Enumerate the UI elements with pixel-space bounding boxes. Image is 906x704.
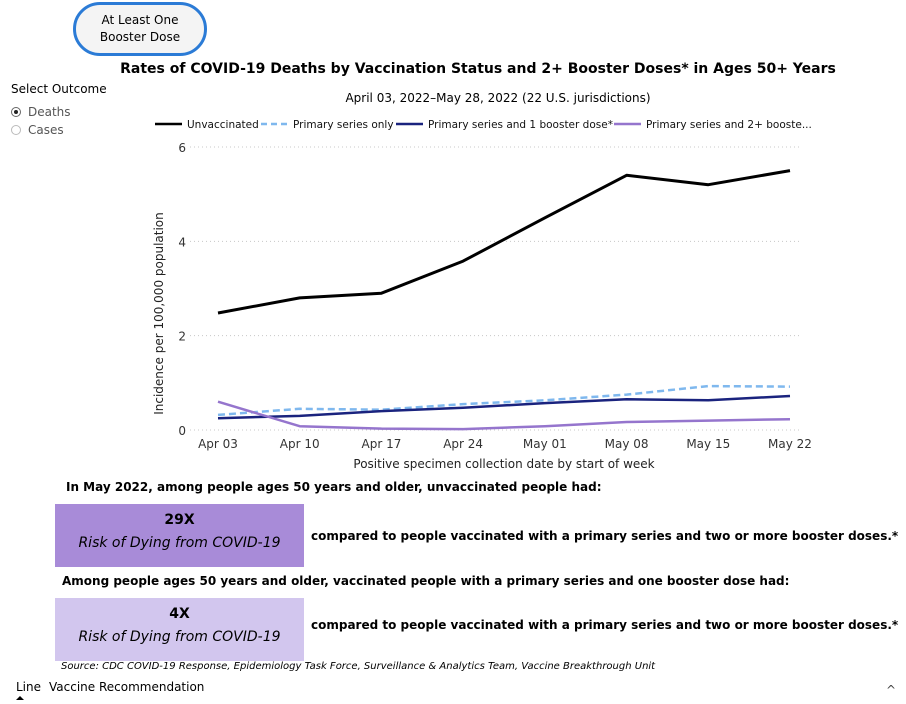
risk-value: 4X — [169, 606, 190, 622]
risk-box-29x: 29X Risk of Dying from COVID-19 — [55, 504, 304, 567]
y-tick-label: 2 — [178, 330, 186, 344]
booster-toggle-label-line2: Booster Dose — [99, 30, 181, 44]
radio-cases-label: Cases — [28, 123, 64, 137]
select-outcome-label: Select Outcome — [11, 82, 107, 96]
legend-label: Primary series only — [293, 119, 394, 131]
radio-deaths-label: Deaths — [28, 105, 71, 119]
y-tick-label: 4 — [178, 235, 186, 249]
radio-unselected-icon — [11, 125, 21, 135]
booster-toggle-label-line1: At Least One — [101, 13, 179, 27]
x-tick-label: May 01 — [523, 437, 567, 451]
legend-label: Primary series and 1 booster dose* — [428, 119, 613, 131]
series-line-3 — [217, 400, 791, 431]
x-tick-label: Apr 03 — [198, 437, 238, 451]
x-tick-label: Apr 17 — [362, 437, 402, 451]
y-tick-label: 0 — [178, 424, 186, 438]
x-tick-label: Apr 10 — [280, 437, 320, 451]
booster-toggle-button[interactable]: At Least One Booster Dose — [73, 2, 207, 56]
statement-one-booster: Among people ages 50 years and older, va… — [62, 574, 790, 588]
risk-value: 29X — [164, 512, 195, 528]
x-tick-label: Apr 24 — [443, 437, 483, 451]
chart-title: Rates of COVID-19 Deaths by Vaccination … — [120, 61, 836, 77]
risk-label: Risk of Dying from COVID-19 — [78, 535, 281, 551]
tab-line-label: Line — [16, 680, 42, 694]
series-line-1 — [217, 384, 791, 417]
tab-vaccine-recommendation[interactable]: Vaccine Recommendation — [49, 680, 205, 694]
radio-selected-icon — [11, 107, 21, 117]
tab-line[interactable]: Line — [16, 680, 42, 700]
x-tick-label: May 15 — [686, 437, 730, 451]
x-tick-label: May 22 — [768, 437, 812, 451]
radio-cases[interactable]: Cases — [11, 123, 64, 137]
chart-subtitle: April 03, 2022–May 28, 2022 (22 U.S. jur… — [345, 91, 651, 105]
x-tick-label: May 08 — [605, 437, 649, 451]
comparison-text: compared to people vaccinated with a pri… — [311, 529, 899, 543]
y-axis-title: Incidence per 100,000 population — [152, 212, 166, 415]
line-chart: 0 2 4 6 Apr 03 Apr 10 Apr 17 Apr 24 May 01 May 08… — [152, 119, 812, 471]
risk-box-4x: 4X Risk of Dying from COVID-19 — [55, 598, 304, 661]
tab-active-marker-icon — [16, 696, 24, 700]
risk-label: Risk of Dying from COVID-19 — [78, 629, 281, 645]
series-line-0 — [217, 169, 791, 315]
statement-unvaccinated: In May 2022, among people ages 50 years … — [66, 480, 602, 494]
chevron-up-icon[interactable]: ^ — [886, 683, 897, 697]
y-tick-label: 6 — [178, 141, 186, 155]
source-note: Source: CDC COVID-19 Response, Epidemiol… — [61, 661, 656, 672]
radio-deaths[interactable]: Deaths — [11, 105, 71, 119]
x-axis-title: Positive specimen collection date by sta… — [353, 457, 654, 471]
comparison-text: compared to people vaccinated with a pri… — [311, 618, 899, 632]
legend-label: Primary series and 2+ booste... — [646, 119, 812, 131]
series-line-2 — [217, 394, 791, 420]
legend-label: Unvaccinated — [187, 119, 259, 131]
